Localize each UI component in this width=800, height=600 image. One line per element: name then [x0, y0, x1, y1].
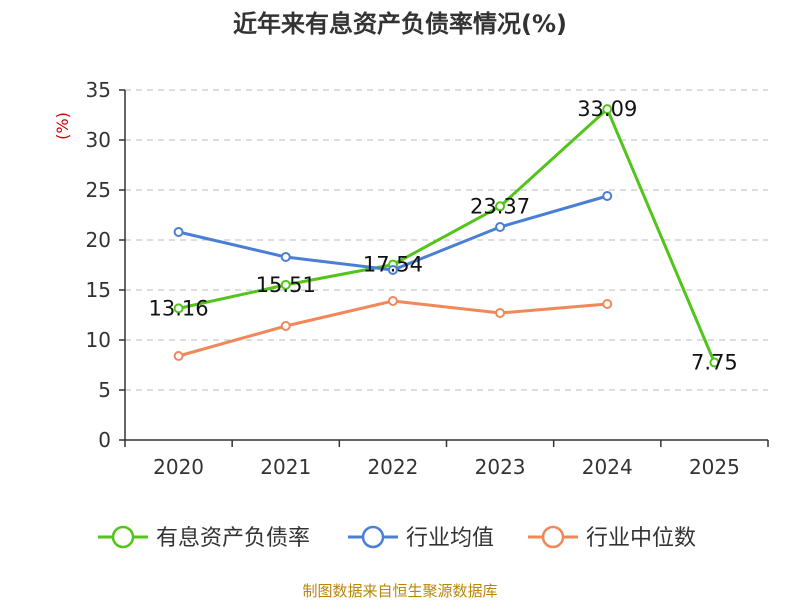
data-point: [173, 351, 184, 361]
data-label: 17.54: [363, 253, 423, 277]
data-point: [280, 321, 291, 331]
series-line-0: [178, 107, 716, 364]
y-tick-label: 25: [86, 178, 111, 202]
data-point: [387, 296, 398, 306]
data-point: [602, 191, 613, 201]
data-label: 33.09: [577, 97, 637, 121]
data-point: [495, 201, 506, 212]
data-point: [602, 299, 613, 309]
data-point: [495, 222, 506, 232]
y-tick-label: 10: [86, 328, 111, 352]
x-tick-label: 2021: [260, 455, 311, 479]
legend: 有息资产负债率 行业均值 行业中位数: [98, 525, 696, 551]
data-label: 15.51: [256, 273, 316, 297]
legend-item-1[interactable]: 行业均值: [348, 525, 494, 551]
data-point: [709, 357, 720, 368]
legend-marker-icon: [361, 525, 385, 549]
x-tick-label: 2020: [153, 455, 204, 479]
legend-label: 行业中位数: [586, 526, 696, 551]
data-point: [602, 104, 613, 115]
data-point: [173, 227, 184, 237]
chart-title: 近年来有息资产负债率情况(%): [233, 10, 567, 38]
data-point: [280, 252, 291, 262]
y-axis-label: (%): [53, 112, 72, 140]
data-label: 7.75: [691, 351, 738, 375]
legend-label: 行业均值: [406, 526, 494, 551]
legend-label: 有息资产负债率: [156, 526, 310, 551]
y-tick-label: 5: [98, 378, 111, 402]
data-point: [387, 265, 398, 275]
x-tick-label: 2025: [689, 455, 740, 479]
data-label: 13.16: [149, 296, 209, 320]
x-tick-label: 2023: [475, 455, 526, 479]
y-tick-label: 20: [86, 228, 111, 252]
data-point: [495, 308, 506, 318]
y-tick-label: 0: [98, 428, 111, 452]
series-line-2: [178, 299, 608, 358]
legend-marker-icon: [541, 525, 565, 549]
x-tick-label: 2024: [582, 455, 633, 479]
legend-marker-icon: [111, 525, 135, 549]
y-tick-label: 15: [86, 278, 111, 302]
y-tick-label: 30: [86, 128, 111, 152]
data-label: 23.37: [470, 194, 530, 218]
legend-item-2[interactable]: 行业中位数: [528, 525, 696, 551]
data-point: [280, 279, 291, 290]
data-point: [173, 303, 184, 314]
legend-item-0[interactable]: 有息资产负债率: [98, 525, 310, 551]
x-tick-label: 2022: [367, 455, 418, 479]
y-tick-label: 35: [86, 78, 111, 102]
source-note: 制图数据来自恒生聚源数据库: [302, 582, 497, 600]
